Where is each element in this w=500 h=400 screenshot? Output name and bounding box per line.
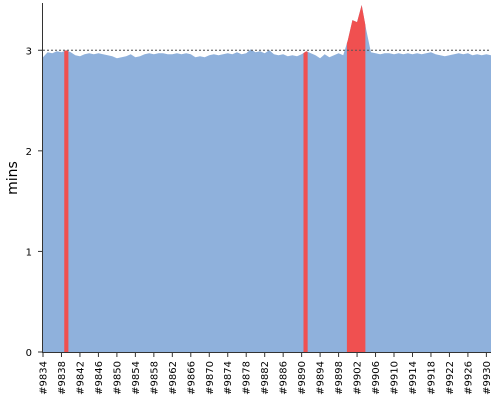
x-tick-label: #9902 [353,361,364,395]
x-tick-label: #9834 [39,361,50,395]
x-tick-label: #9882 [260,361,271,395]
y-axis-title: mins [5,161,21,195]
x-tick-label: #9874 [223,361,234,395]
x-tick-label: #9838 [57,361,68,395]
x-tick-label: #9922 [445,361,456,395]
x-tick-label: #9854 [131,361,142,395]
y-tick-label: 2 [26,147,32,158]
x-tick-label: #9906 [371,361,382,395]
x-tick-label: #9926 [463,361,474,395]
x-tick-label: #9910 [390,361,401,395]
y-tick-label: 3 [26,46,32,57]
series-area-layer [43,5,491,352]
x-tick-label: #9866 [186,361,197,395]
x-tick-label: #9930 [482,361,493,395]
x-tick-label: #9870 [205,361,216,395]
y-tick-label: 1 [26,247,32,258]
x-tick-label: #9850 [112,361,123,395]
highlight-segment [346,5,366,352]
x-tick-label: #9862 [168,361,179,395]
x-tick-label: #9890 [297,361,308,395]
x-tick-label: #9842 [75,361,86,395]
x-tick-label: #9886 [279,361,290,395]
x-tick-labels: #9834 #9838 #9842 #9846 #9850 #9854 #9858 #9862… [39,361,493,395]
x-tick-label: #9846 [94,361,105,395]
highlight-segment [64,50,69,352]
y-tick-label: 0 [26,348,32,359]
x-tick-label: #9894 [316,361,327,395]
x-tick-label: #9914 [408,361,419,395]
highlight-segment [303,51,308,353]
x-tick-label: #9878 [242,361,253,395]
y-tick-labels: 0 1 2 3 [26,46,32,359]
x-tick-label: #9858 [149,361,160,395]
x-tick-label: #9918 [426,361,437,395]
x-tick-label: #9898 [334,361,345,395]
axes [38,3,491,357]
series-area [43,5,491,352]
highlight-layer [64,5,366,353]
